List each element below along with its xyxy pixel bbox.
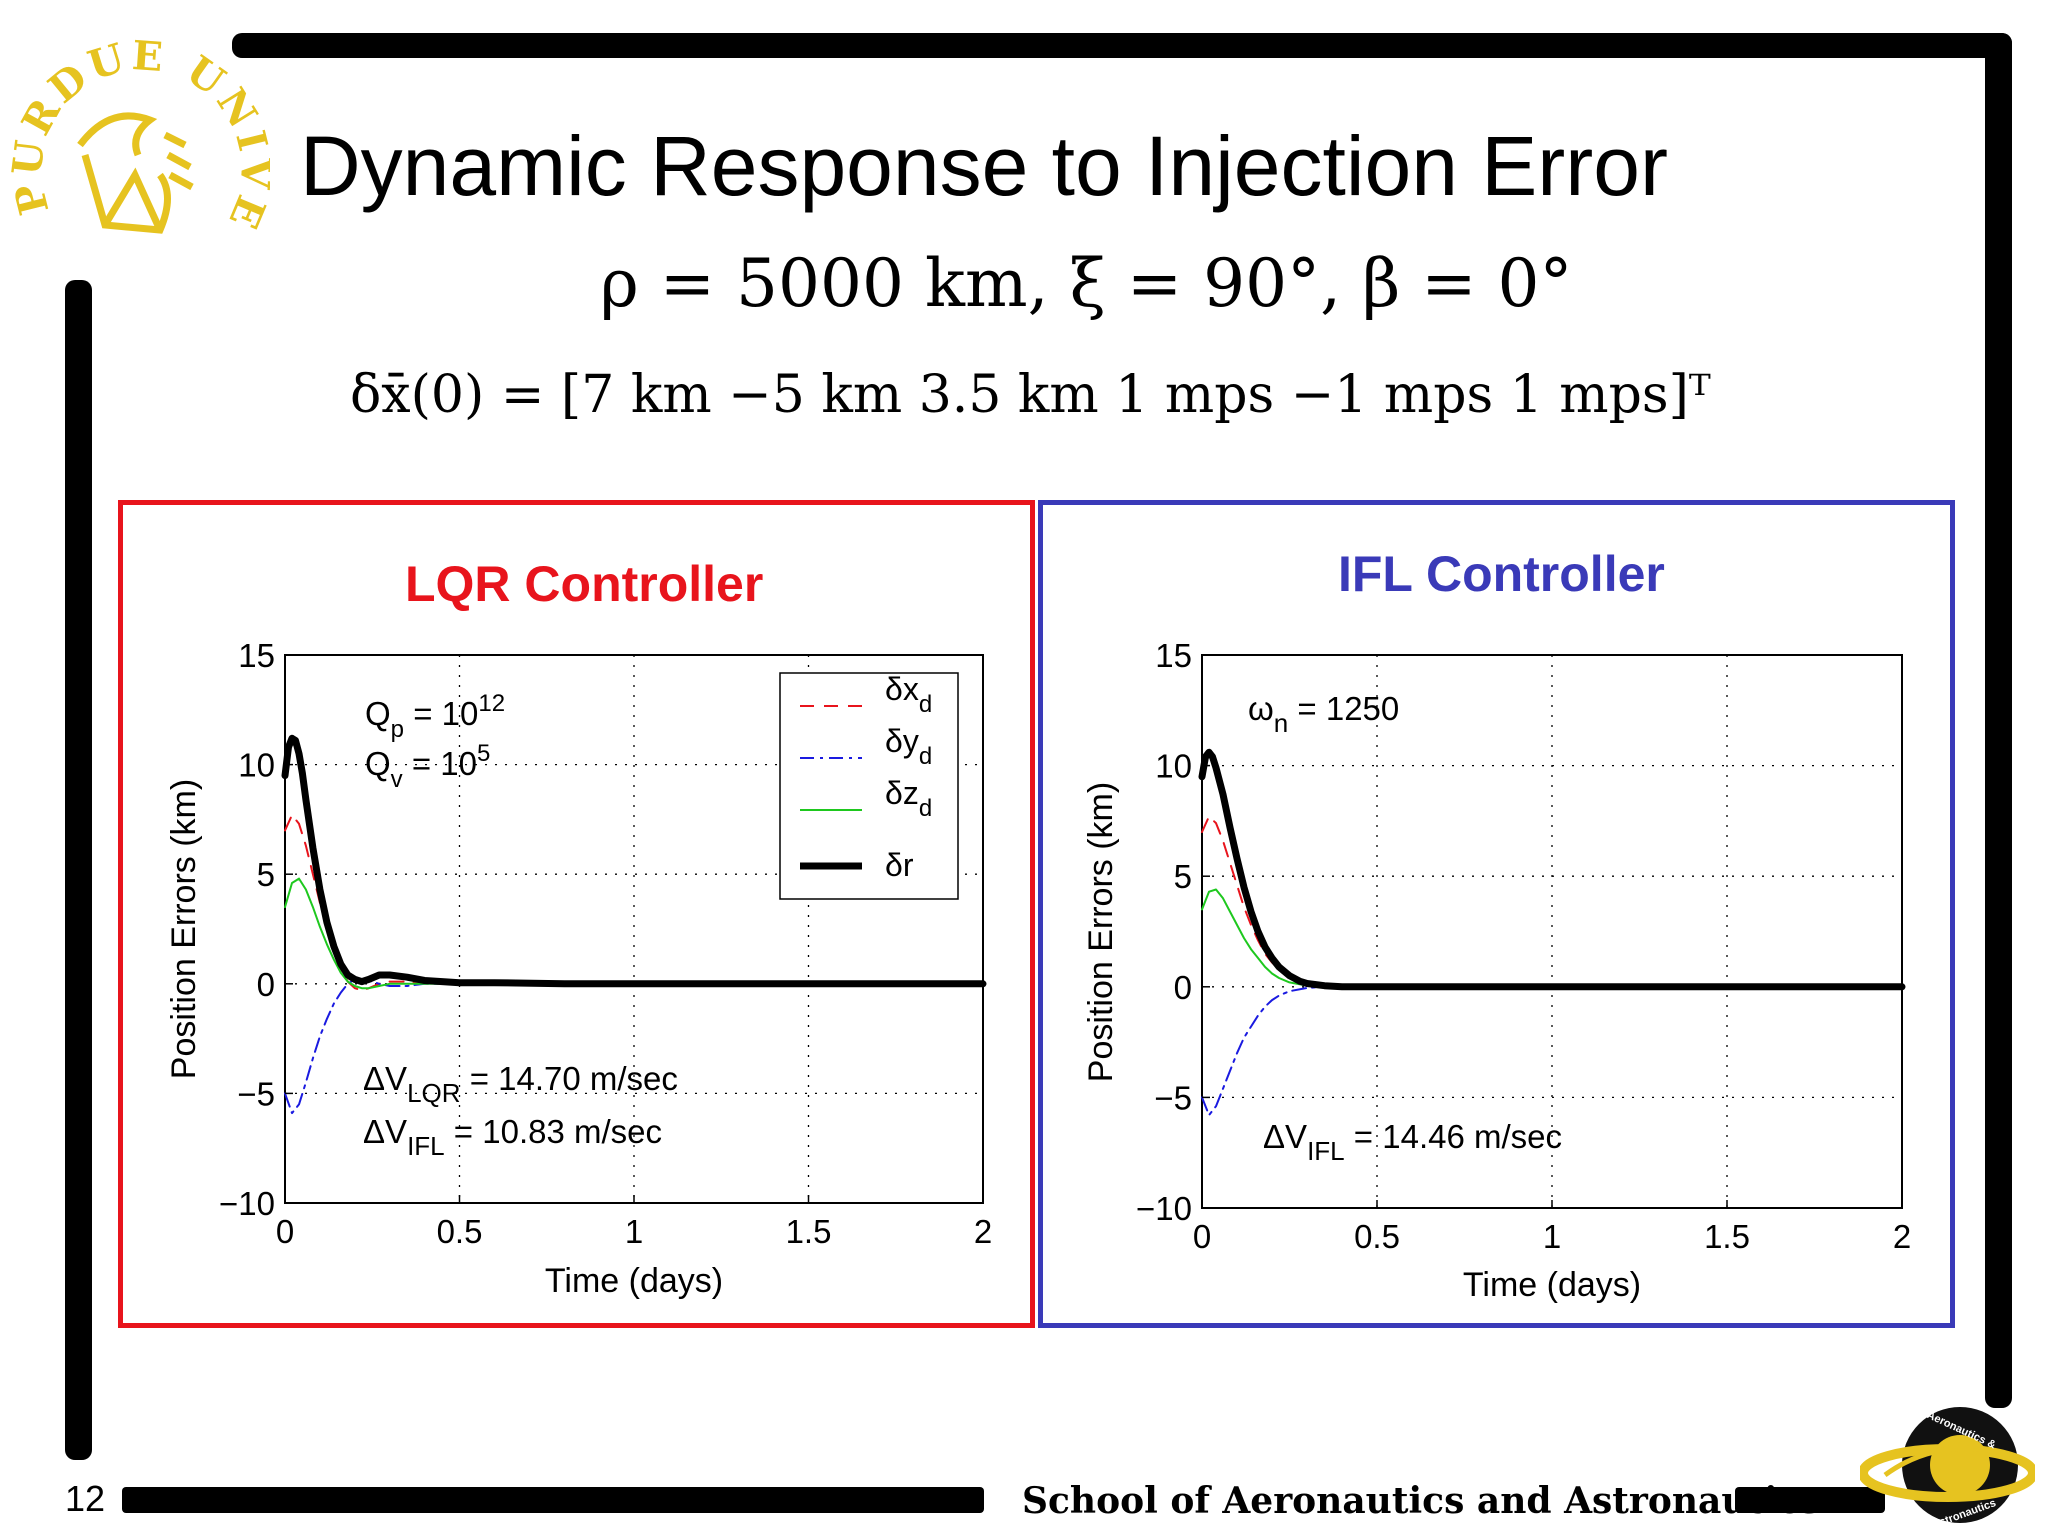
- x-tick-label: 0.5: [1354, 1218, 1400, 1255]
- series-line-dr: [281, 734, 987, 988]
- y-tick-label: −10: [219, 1185, 275, 1222]
- ifl-controller-title: IFL Controller: [1338, 546, 1665, 602]
- y-tick-label: 0: [257, 966, 275, 1003]
- x-axis-label: Time (days): [1463, 1266, 1641, 1304]
- qp-annotation: Qp = 1012: [365, 690, 505, 743]
- x-tick-label: 2: [1893, 1218, 1911, 1255]
- legend-label-dy: δyd: [885, 723, 932, 770]
- x-tick-label: 1.5: [786, 1213, 832, 1250]
- x-tick-label: 1: [1543, 1218, 1561, 1255]
- y-axis-label: Position Errors (km): [165, 779, 203, 1079]
- legend-label-dz: δzd: [885, 775, 932, 822]
- series-line-dr: [1198, 748, 1906, 991]
- left-frame-bar: [65, 280, 92, 1460]
- x-tick-label: 0: [276, 1213, 294, 1250]
- y-tick-label: 0: [1174, 969, 1192, 1006]
- lqr-panel-frame: [118, 500, 1035, 1328]
- page-number: 12: [65, 1478, 106, 1519]
- y-tick-label: 5: [1174, 858, 1192, 895]
- aeronautics-astronautics-logo: Aeronautics & Astronautics: [1860, 1407, 2035, 1531]
- x-tick-label: 1.5: [1704, 1218, 1750, 1255]
- footer-school-name: School of Aeronautics and Astronautics: [1022, 1480, 1821, 1522]
- x-tick-label: 0.5: [437, 1213, 483, 1250]
- y-axis-label: Position Errors (km): [1082, 782, 1120, 1082]
- lqr-controller-title: LQR Controller: [405, 556, 764, 612]
- delta-v-ifl-annotation: ΔVIFL = 10.83 m/sec: [363, 1113, 662, 1161]
- bottom-frame-bar-left: [122, 1487, 984, 1513]
- top-frame-bar: [232, 33, 2012, 58]
- delta-v-ifl-annotation: ΔVIFL = 14.46 m/sec: [1263, 1118, 1562, 1166]
- y-tick-label: 15: [1155, 637, 1192, 674]
- chart-legend: δxd δyd δzd δr: [779, 671, 959, 900]
- lqr-position-error-chart: 0 0.5 1 1.5 2 −10 −5 0 5 10 15 Position Errors (km…: [165, 637, 992, 1300]
- orbit-parameters-equation: ρ = 5000 km, ξ = 90°, β = 0°: [600, 245, 1573, 322]
- x-tick-label: 1: [625, 1213, 643, 1250]
- right-frame-bar: [1985, 33, 2012, 1408]
- x-tick-label: 2: [974, 1213, 992, 1250]
- y-tick-label: −5: [1154, 1079, 1192, 1116]
- y-tick-label: 10: [1155, 748, 1192, 785]
- series-line-dy: [1201, 985, 1903, 1117]
- delta-v-lqr-annotation: ΔVLQR = 14.70 m/sec: [363, 1060, 678, 1108]
- ifl-panel-frame: [1038, 500, 1955, 1328]
- legend-label-dx: δxd: [885, 671, 932, 718]
- y-tick-label: −10: [1136, 1190, 1192, 1227]
- initial-error-vector-equation: δx̄(0) = [7 km −5 km 3.5 km 1 mps −1 mps…: [350, 365, 1711, 425]
- y-tick-label: 10: [238, 747, 275, 784]
- x-axis-label: Time (days): [545, 1262, 723, 1300]
- y-tick-label: −5: [237, 1075, 275, 1112]
- purdue-university-logo: PURDUE UNIVERSITY: [10, 25, 270, 239]
- slide-title: Dynamic Response to Injection Error: [300, 119, 1668, 213]
- y-tick-label: 15: [238, 637, 275, 674]
- series-line-dx: [284, 814, 984, 992]
- legend-label-dr: δr: [885, 847, 914, 883]
- ifl-position-error-chart: 0 0.5 1 1.5 2 −10 −5 0 5 10 15 Position Errors (km…: [1082, 637, 1911, 1304]
- bottom-frame-bar-right: [1735, 1487, 1885, 1513]
- y-tick-label: 5: [257, 856, 275, 893]
- x-tick-label: 0: [1193, 1218, 1211, 1255]
- qv-annotation: Qv = 105: [365, 740, 490, 793]
- omega-n-annotation: ωn = 1250: [1248, 690, 1399, 738]
